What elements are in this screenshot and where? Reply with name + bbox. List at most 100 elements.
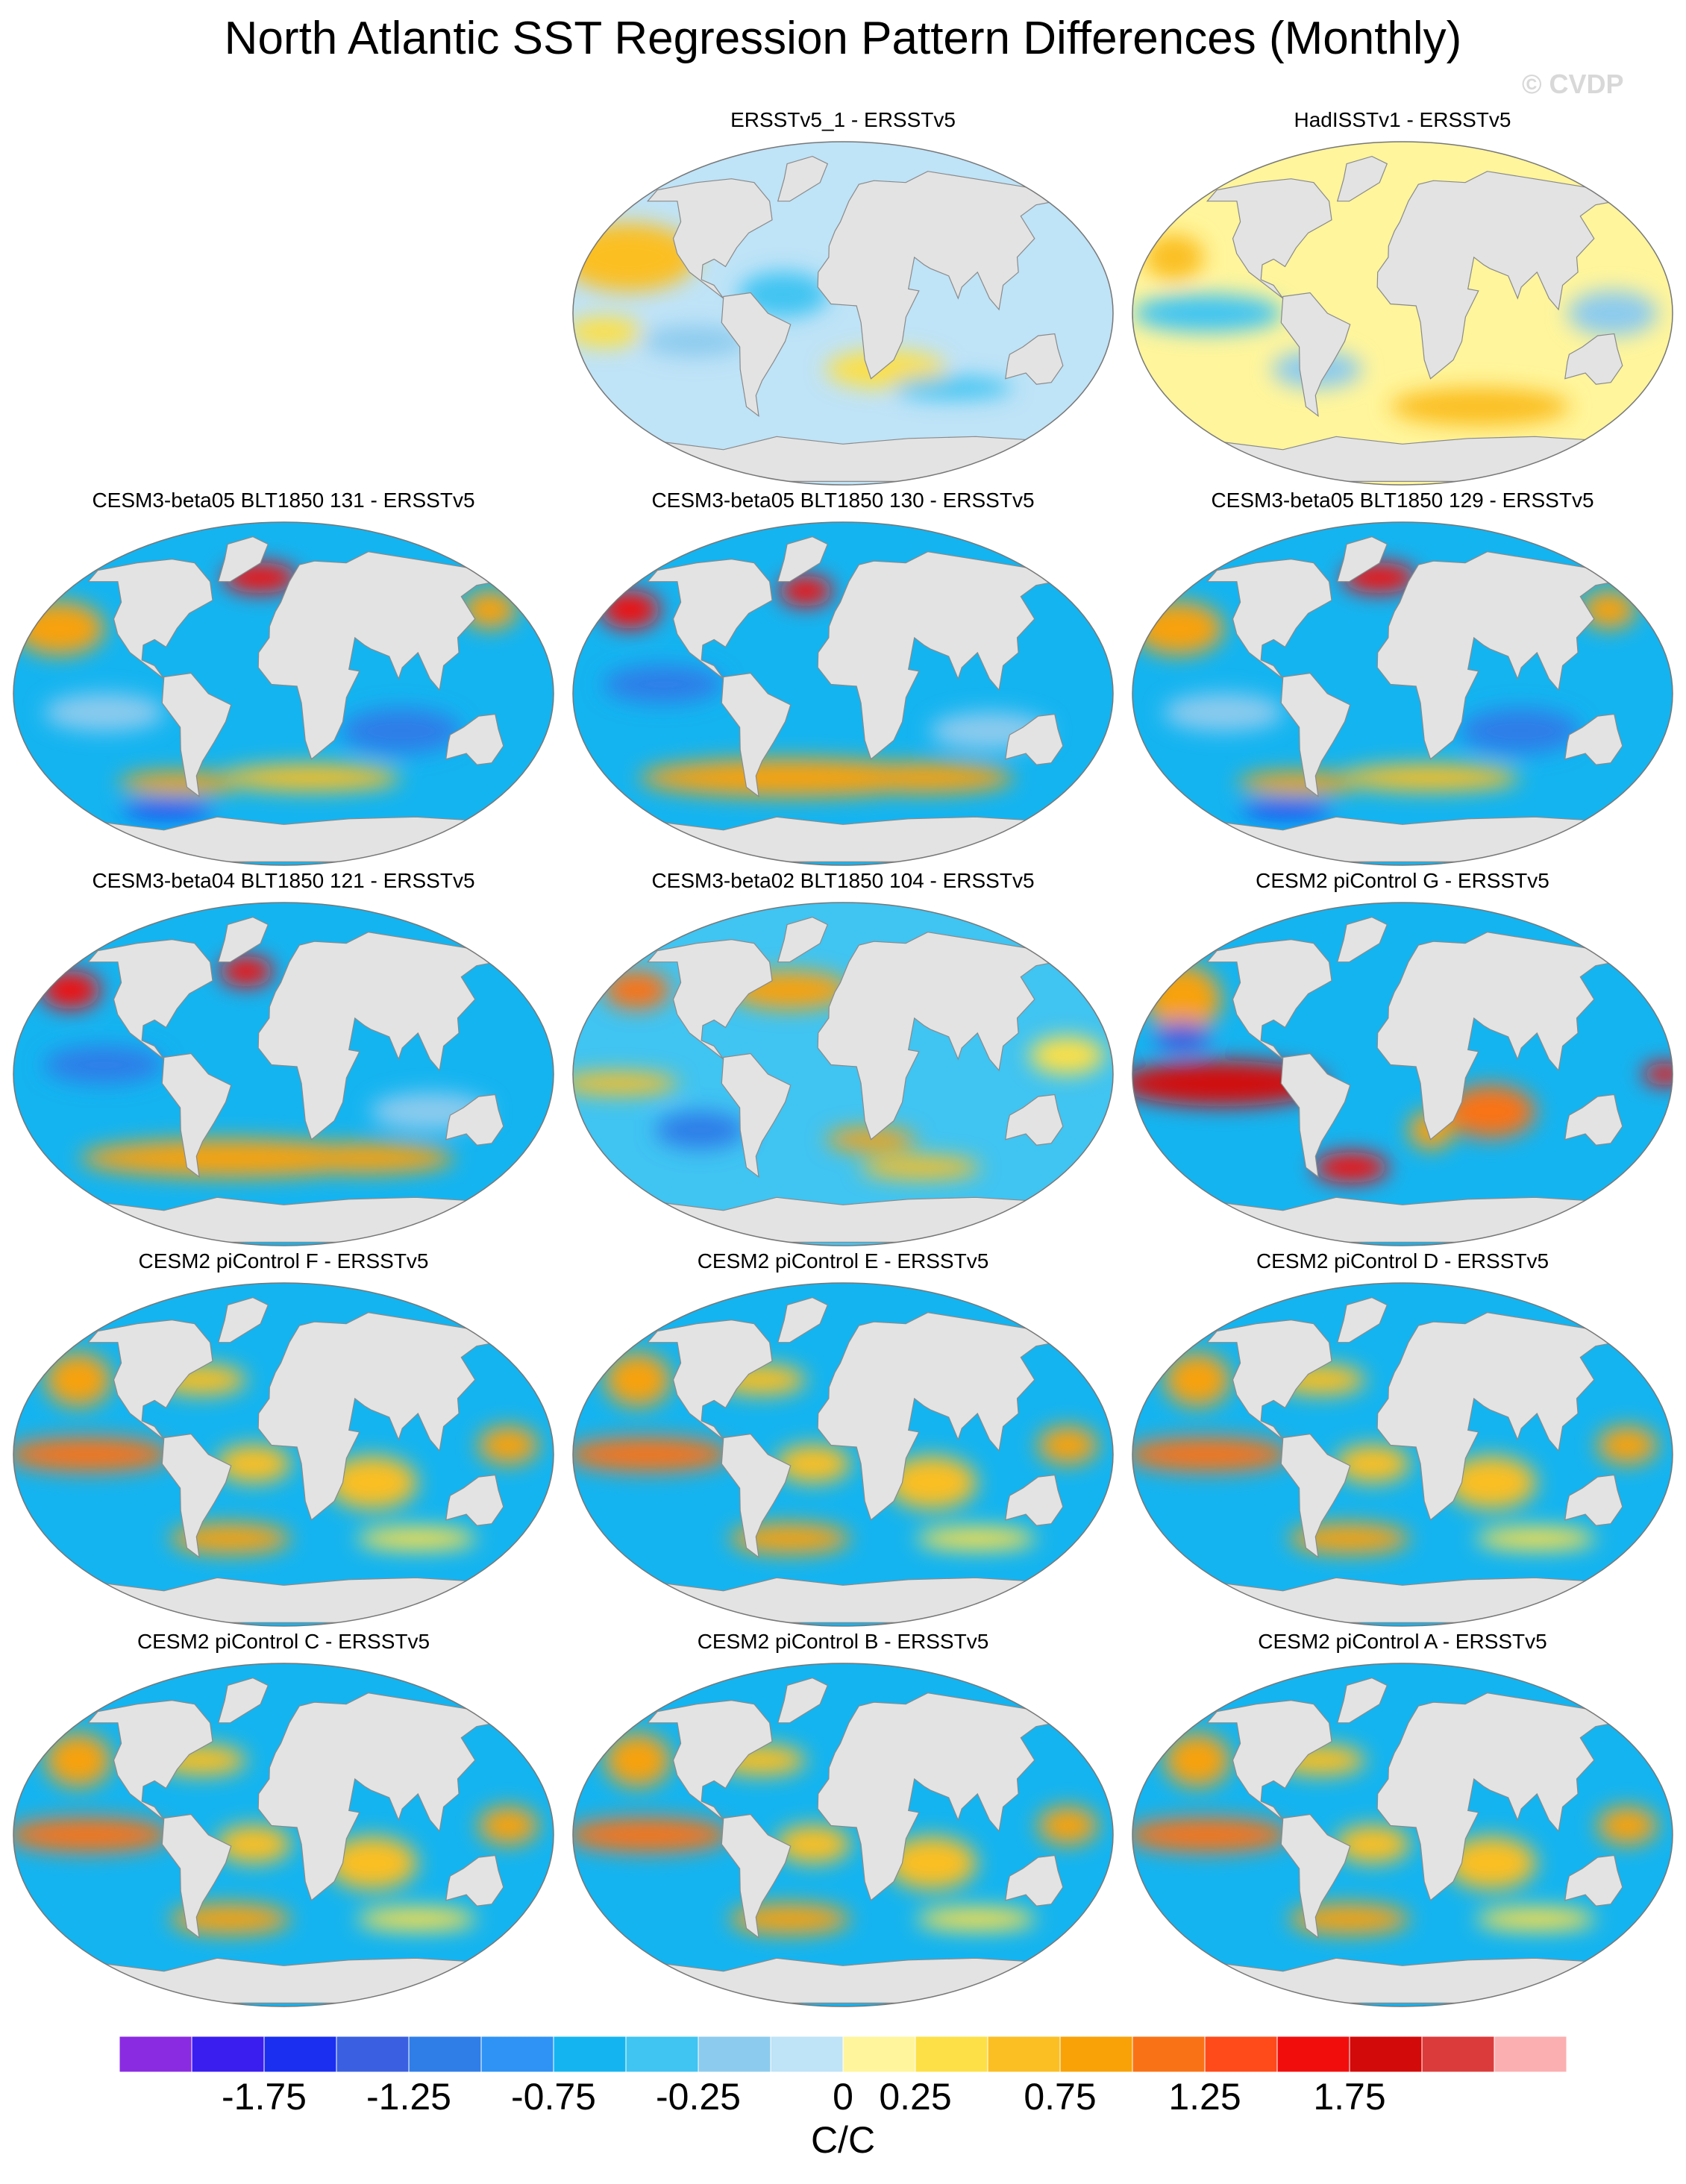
anomaly-region xyxy=(604,1353,671,1407)
colorbar-tick-label: 1.25 xyxy=(1168,2076,1241,2118)
colorbar-tick-label: -1.75 xyxy=(222,2076,307,2118)
anomaly-region xyxy=(13,1818,172,1852)
colorbar-tick-label: 1.75 xyxy=(1313,2076,1386,2118)
anomaly-region xyxy=(357,1527,477,1551)
land-mass xyxy=(90,816,477,862)
anomaly-region xyxy=(1164,1353,1231,1407)
anomaly-region xyxy=(730,1523,850,1554)
land-mass xyxy=(1005,1854,1064,1907)
land-mass xyxy=(1336,1296,1388,1343)
colorbar-tick-label: 0.25 xyxy=(879,2076,952,2118)
panel-title: CESM2 piControl G - ERSSTv5 xyxy=(1256,869,1549,892)
anomaly-region xyxy=(1597,1425,1658,1465)
colorbar-tick-label: 0 xyxy=(833,2076,853,2118)
anomaly-region xyxy=(1241,802,1332,818)
colorbar-bin xyxy=(698,2036,771,2072)
land-mass xyxy=(217,1677,269,1724)
anomaly-region xyxy=(1132,1437,1291,1472)
anomaly-region xyxy=(1582,590,1636,629)
land-mass xyxy=(217,916,269,963)
land-mass xyxy=(1206,939,1332,1060)
anomaly-region xyxy=(357,1907,477,1931)
anomaly-region xyxy=(886,1836,977,1890)
colorbar-bin xyxy=(1276,2036,1350,2072)
map-panel: CESM3-beta05 BLT1850 130 - ERSSTv5 xyxy=(571,489,1115,869)
anomaly-region xyxy=(220,764,401,791)
land-mass xyxy=(1005,333,1064,385)
panel-title: CESM3-beta05 BLT1850 130 - ERSSTv5 xyxy=(651,489,1035,512)
land-mass xyxy=(445,1093,504,1146)
land-mass xyxy=(649,816,1037,862)
map-outline xyxy=(13,1282,554,1627)
land-mass xyxy=(777,1677,829,1724)
land-mass xyxy=(1005,1093,1064,1146)
anomaly-region xyxy=(219,956,274,987)
anomaly-region xyxy=(1133,601,1223,656)
land-mass xyxy=(257,1312,498,1521)
land-mass xyxy=(1206,1700,1332,1821)
colorbar-bin xyxy=(1421,2036,1495,2072)
map-outline xyxy=(13,1663,554,2007)
colorbar-tick-label: -0.25 xyxy=(656,2076,741,2118)
land-mass xyxy=(649,1196,1037,1243)
land-mass xyxy=(649,1577,1037,1623)
land-mass xyxy=(1280,1433,1351,1559)
map-outline xyxy=(1132,1663,1673,2007)
anomaly-region xyxy=(916,1527,1036,1551)
anomaly-region xyxy=(1038,1806,1098,1845)
anomaly-region xyxy=(1335,1824,1411,1864)
map-panel: CESM2 piControl B - ERSSTv5 xyxy=(571,1630,1115,2010)
anomaly-region xyxy=(1460,708,1580,754)
anomaly-region xyxy=(604,1733,671,1787)
anomaly-region xyxy=(886,1455,977,1510)
sst-difference-map xyxy=(1132,1282,1673,1627)
anomaly-region xyxy=(1132,294,1283,333)
map-panel: CESM3-beta05 BLT1850 131 - ERSSTv5 xyxy=(11,489,556,869)
land-mass xyxy=(817,1312,1057,1521)
land-mass xyxy=(1564,1474,1623,1526)
colorbar-bin xyxy=(1059,2036,1133,2072)
land-mass xyxy=(817,1692,1057,1901)
land-mass xyxy=(646,939,773,1060)
map-outline xyxy=(572,1663,1114,2007)
anomaly-region xyxy=(327,1455,418,1510)
colorbar-tick-label: -1.25 xyxy=(366,2076,451,2118)
land-mass xyxy=(1564,333,1623,385)
panel-title: CESM3-beta05 BLT1850 129 - ERSSTv5 xyxy=(1211,489,1594,512)
land-mass xyxy=(1206,1320,1332,1440)
land-mass xyxy=(646,1700,773,1821)
map-panel: CESM2 piControl F - ERSSTv5 xyxy=(11,1249,556,1630)
land-mass xyxy=(87,1700,213,1821)
anomaly-region xyxy=(603,665,724,704)
land-mass xyxy=(1280,292,1351,418)
colorbar-bin xyxy=(625,2036,699,2072)
map-outline xyxy=(1132,141,1673,486)
land-mass xyxy=(649,436,1037,482)
colorbar xyxy=(119,2036,1567,2072)
land-mass xyxy=(161,1052,232,1179)
sst-difference-map xyxy=(13,1282,554,1627)
land-mass xyxy=(257,551,498,760)
colorbar-bin xyxy=(842,2036,916,2072)
sst-difference-map xyxy=(572,141,1114,486)
land-mass xyxy=(721,672,792,798)
land-mass xyxy=(1280,1052,1351,1179)
land-mass xyxy=(445,1854,504,1907)
map-panel: CESM2 piControl C - ERSSTv5 xyxy=(11,1630,556,2010)
anomaly-region xyxy=(45,1353,112,1407)
anomaly-region xyxy=(341,708,461,754)
anomaly-region xyxy=(1313,1152,1389,1183)
anomaly-region xyxy=(1038,1425,1098,1465)
anomaly-region xyxy=(1155,1021,1209,1052)
colorbar-bin xyxy=(336,2036,410,2072)
land-mass xyxy=(257,932,498,1140)
anomaly-region xyxy=(778,575,833,606)
anomaly-region xyxy=(1132,1818,1291,1852)
anomaly-region xyxy=(216,1444,292,1484)
map-outline xyxy=(1132,521,1673,866)
map-outline xyxy=(1132,1282,1673,1627)
anomaly-region xyxy=(573,1437,731,1472)
anomaly-region xyxy=(573,1818,731,1852)
anomaly-region xyxy=(573,316,642,348)
anomaly-region xyxy=(44,693,165,732)
